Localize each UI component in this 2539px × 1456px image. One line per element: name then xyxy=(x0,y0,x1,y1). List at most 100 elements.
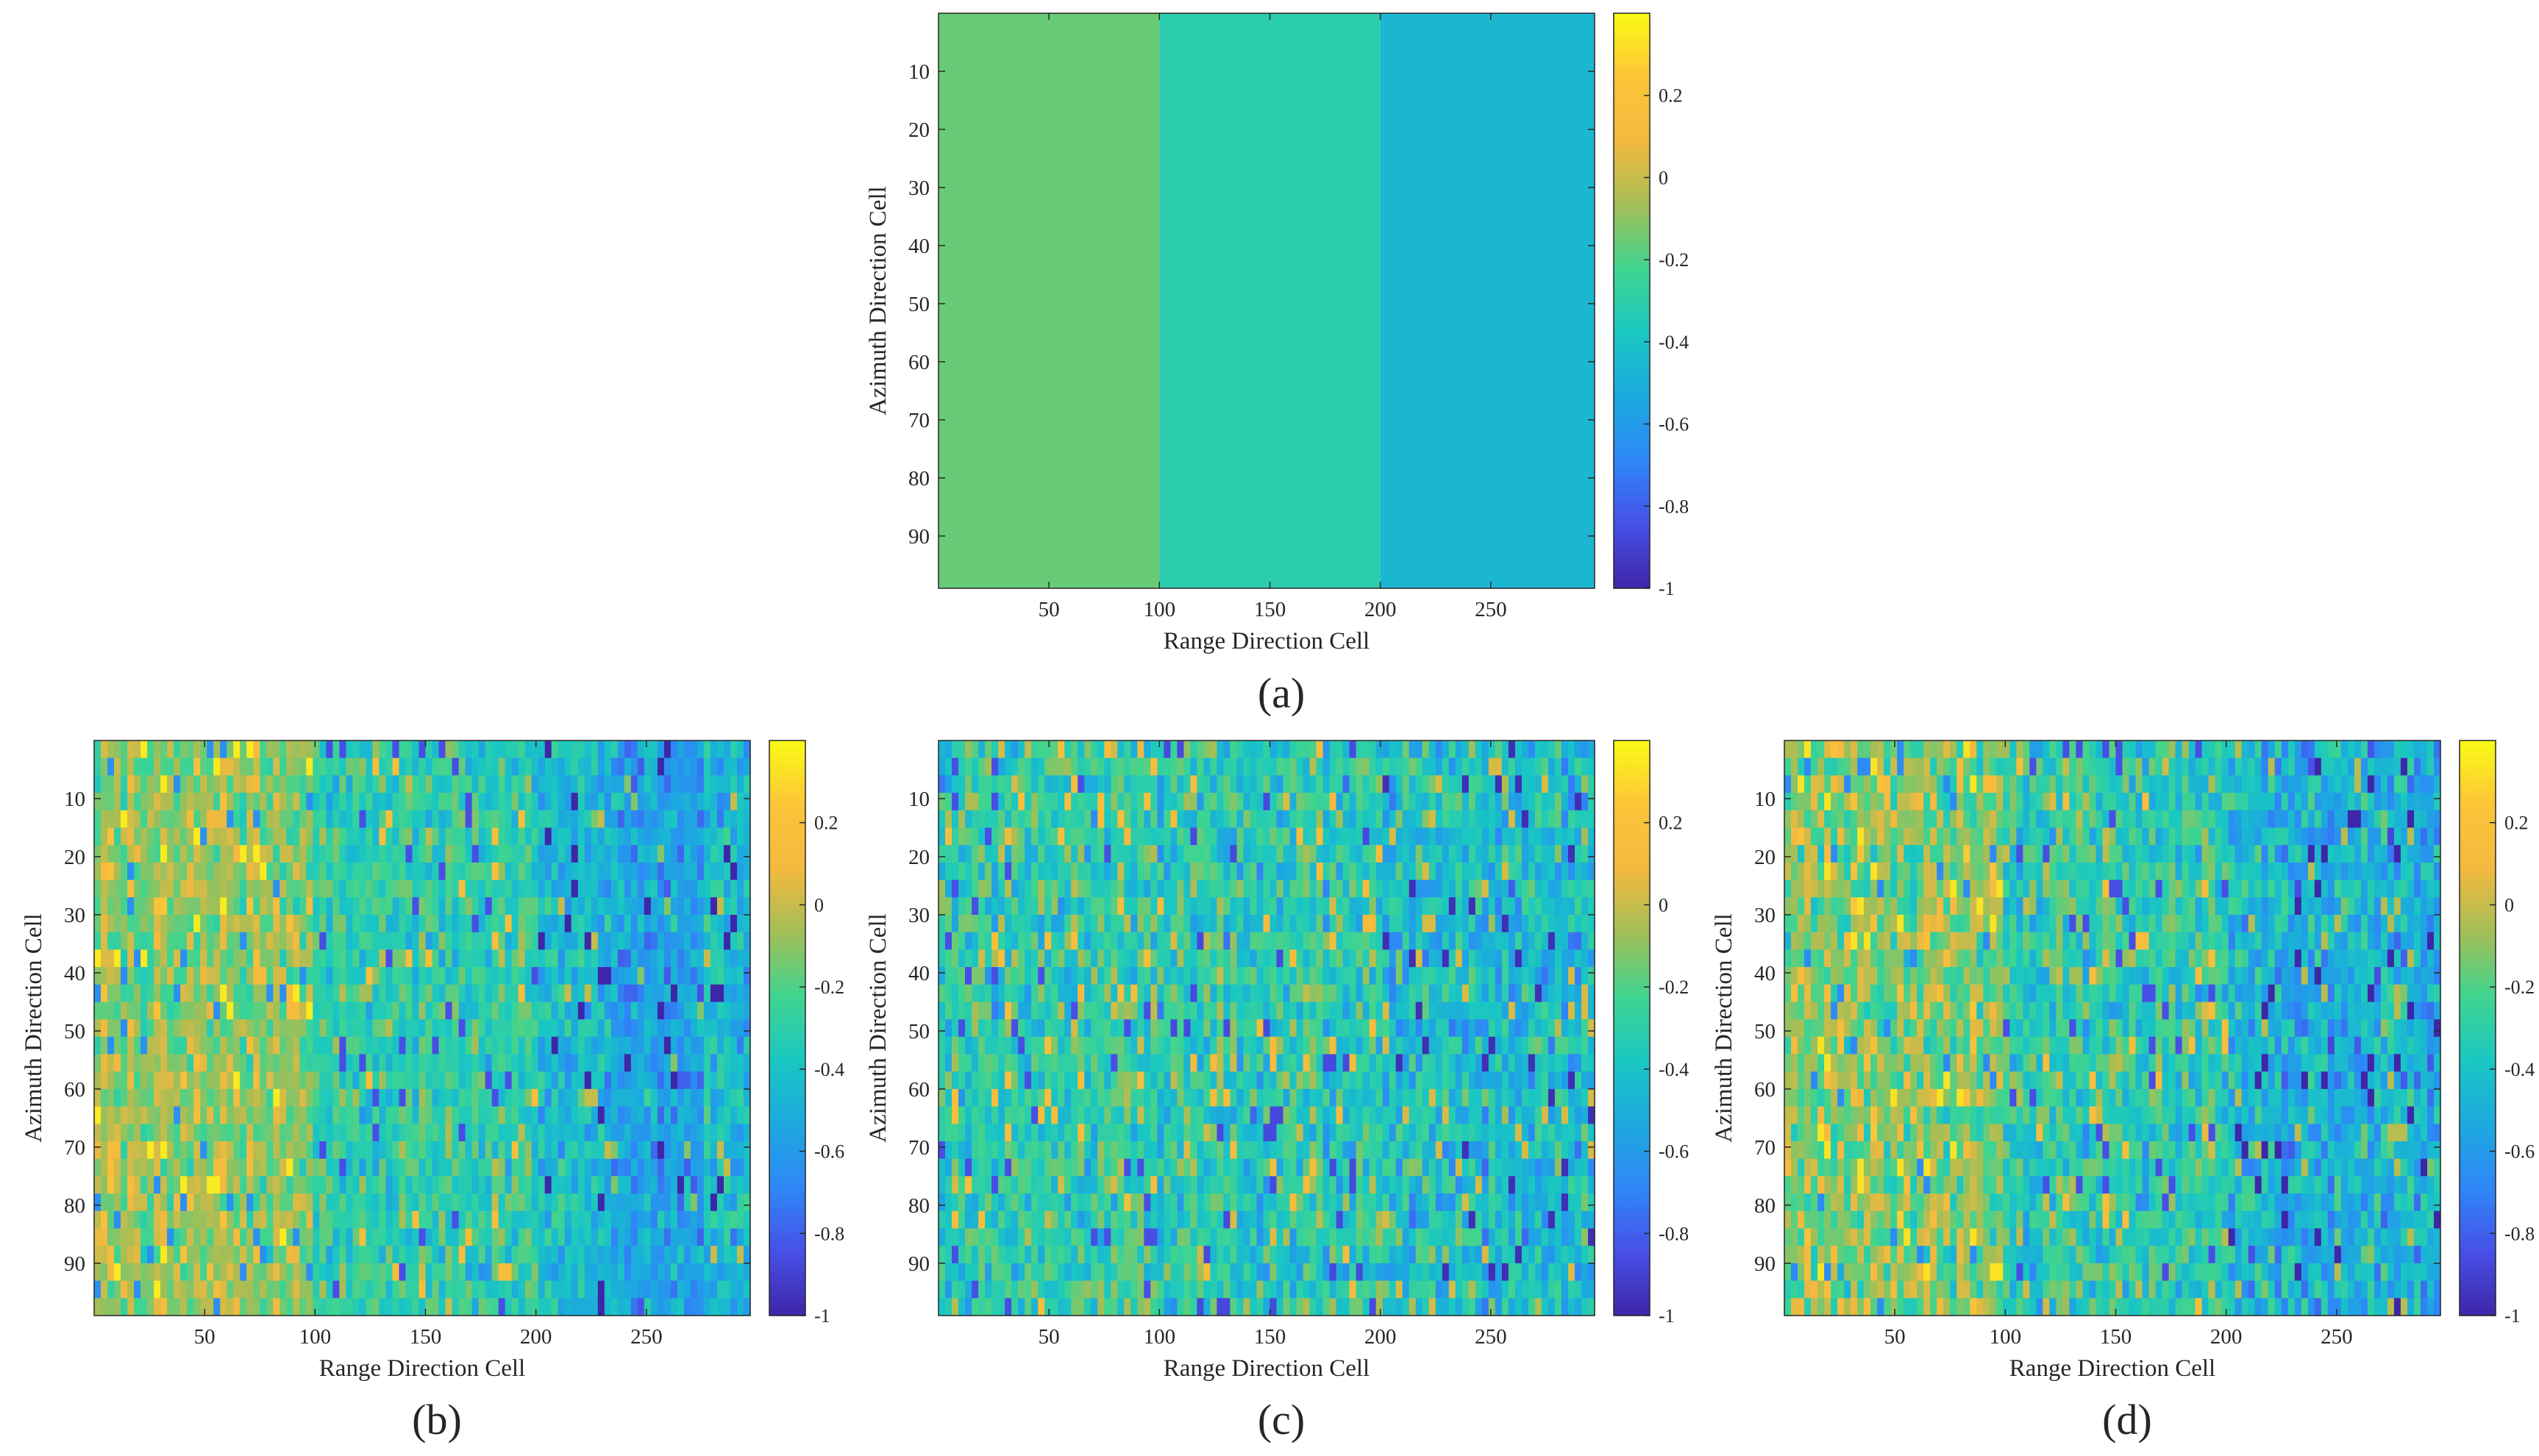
heat-cell xyxy=(352,915,360,933)
heat-cell xyxy=(744,1228,751,1246)
heat-cell xyxy=(207,984,214,1003)
heat-cell xyxy=(154,1228,161,1246)
heat-cell xyxy=(630,775,638,793)
heat-cell xyxy=(670,1002,678,1020)
heat-cell xyxy=(677,775,685,793)
heat-cell xyxy=(458,1036,466,1055)
heat-cell xyxy=(1183,967,1192,985)
heat-cell xyxy=(147,757,154,776)
heat-cell xyxy=(346,915,354,933)
heat-cell xyxy=(1243,775,1251,793)
heat-cell xyxy=(1031,984,1039,1003)
heat-cell xyxy=(1243,984,1251,1003)
heat-cell xyxy=(1534,984,1542,1003)
heat-cell xyxy=(471,1071,480,1090)
heat-cell xyxy=(958,862,966,881)
heat-cell xyxy=(730,1071,738,1090)
heat-cell xyxy=(1316,984,1324,1003)
heat-cell xyxy=(716,1106,724,1124)
heat-cell xyxy=(253,1019,260,1038)
heat-cell xyxy=(121,810,128,829)
heat-cell xyxy=(1435,793,1443,811)
heat-cell xyxy=(1011,967,1019,985)
heat-cell xyxy=(346,1176,354,1194)
heat-cell xyxy=(471,1298,480,1316)
heat-cell xyxy=(1230,879,1238,898)
heat-cell xyxy=(591,1263,599,1282)
heat-cell xyxy=(511,1054,519,1072)
heat-cell xyxy=(346,1054,354,1072)
heat-cell xyxy=(1588,932,1595,950)
heat-cell xyxy=(1097,879,1105,898)
heat-cell xyxy=(1422,810,1430,829)
heat-cell xyxy=(505,827,513,846)
heat-cell xyxy=(991,967,999,985)
heat-cell xyxy=(1336,827,1344,846)
heat-cell xyxy=(1031,845,1039,863)
heat-cell xyxy=(121,897,128,916)
heat-cell xyxy=(240,1036,247,1055)
heat-cell xyxy=(286,1210,293,1230)
heat-cell xyxy=(246,949,254,968)
heat-cell xyxy=(650,984,658,1003)
heat-cell xyxy=(293,949,300,968)
heat-cell xyxy=(538,915,546,933)
heat-cell xyxy=(724,915,731,933)
heat-cell xyxy=(299,1193,307,1212)
heat-cell xyxy=(425,1228,433,1246)
heat-cell xyxy=(1256,967,1264,985)
heat-cell xyxy=(551,1106,559,1124)
heat-cell xyxy=(683,1193,691,1212)
heat-cell xyxy=(1475,845,1483,863)
heat-cell xyxy=(958,879,966,898)
heat-cell xyxy=(306,1263,313,1282)
heat-cell xyxy=(399,1106,407,1124)
heat-cell xyxy=(1018,1019,1025,1038)
heat-cell xyxy=(379,1088,387,1107)
heat-cell xyxy=(1316,897,1324,916)
heat-cell xyxy=(1428,915,1436,933)
heat-cell xyxy=(978,741,986,759)
heat-cell xyxy=(147,741,154,759)
heat-cell xyxy=(1561,984,1569,1003)
heat-cell xyxy=(1038,775,1045,793)
heat-cell xyxy=(518,1193,526,1212)
heat-cell xyxy=(1422,967,1430,985)
heat-cell xyxy=(412,949,420,968)
heat-cell xyxy=(1190,897,1198,916)
y-tick-label: 10 xyxy=(64,788,85,811)
heat-cell xyxy=(597,1036,605,1055)
heat-cell xyxy=(147,1228,154,1246)
heat-cell xyxy=(998,793,1005,811)
heat-cell xyxy=(432,810,440,829)
heat-cell xyxy=(213,1228,221,1246)
heat-cell xyxy=(1349,1002,1357,1020)
heat-cell xyxy=(379,932,387,950)
heat-cell xyxy=(478,1019,486,1038)
heat-cell xyxy=(617,775,625,793)
heat-cell xyxy=(1501,775,1509,793)
heat-cell xyxy=(478,1298,486,1316)
heat-cell xyxy=(432,949,440,968)
heat-cell xyxy=(571,757,579,776)
heat-cell xyxy=(610,1158,619,1177)
heat-cell xyxy=(207,1002,214,1020)
heat-cell xyxy=(531,862,539,881)
heat-cell xyxy=(630,1141,638,1160)
heat-cell xyxy=(703,897,711,916)
heat-cell xyxy=(939,1002,946,1020)
heat-cell xyxy=(724,1298,731,1316)
heat-cell xyxy=(1018,757,1025,776)
heat-cell xyxy=(1256,793,1264,811)
heat-cell xyxy=(650,915,658,933)
heat-cell xyxy=(167,1019,174,1038)
heat-cell xyxy=(220,775,227,793)
heat-cell xyxy=(1210,741,1218,759)
heat-cell xyxy=(1501,1002,1509,1020)
heat-cell xyxy=(1025,793,1032,811)
heat-cell xyxy=(207,949,214,968)
heat-cell xyxy=(425,879,433,898)
heat-cell xyxy=(485,967,493,985)
heat-cell xyxy=(332,741,341,759)
heat-cell xyxy=(1078,862,1085,881)
